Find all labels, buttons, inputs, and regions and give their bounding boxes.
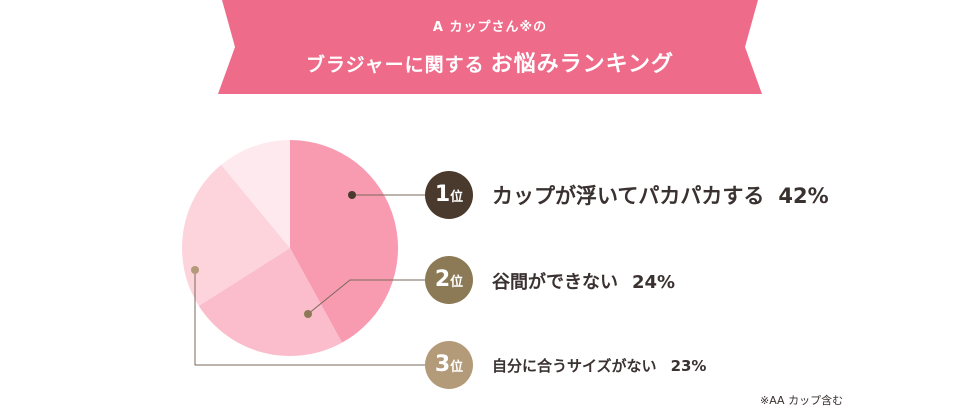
banner-title-main: ブラジャーに関する	[305, 54, 485, 76]
rank-label-2: 谷間ができない 24%	[492, 268, 675, 294]
leader-lines	[194, 194, 425, 366]
rank-percent: 24%	[632, 272, 676, 293]
pie-slices	[182, 140, 398, 356]
rank-badge-2: 2位	[425, 256, 473, 304]
rank-badge-3: 3位	[425, 341, 473, 389]
rank-label-text: カップが浮いてパカパカする	[492, 184, 765, 208]
banner-title-emphasis: お悩みランキング	[490, 52, 674, 77]
rank-label-3: 自分に合うサイズがない 23%	[492, 355, 706, 376]
pie-slice-3	[182, 164, 290, 306]
rank-label-1: カップが浮いてパカパカする 42%	[492, 180, 829, 210]
rank-percent: 23%	[670, 357, 707, 375]
pie-slice-2	[198, 248, 343, 356]
banner-subtitle: A カップさん※の	[432, 20, 548, 35]
leader-dot-1	[348, 191, 356, 199]
leader-line-2	[307, 279, 425, 315]
leader-dot-2	[304, 310, 312, 318]
banner-title: ブラジャーに関する お悩みランキング	[0, 46, 980, 78]
rank-suffix: 位	[450, 360, 464, 375]
leader-line-3	[194, 270, 425, 366]
pie-slice-1	[290, 140, 398, 343]
footnote: ※AA カップ含む	[760, 394, 844, 407]
rank-suffix: 位	[450, 190, 464, 205]
leader-dots	[191, 191, 356, 318]
pie-slice-4	[221, 140, 290, 248]
title-banner	[218, 0, 762, 94]
banner-ribbon	[218, 0, 762, 94]
rank-number: 1	[434, 182, 451, 207]
rank-label-text: 自分に合うサイズがない	[492, 357, 657, 375]
rank-number: 2	[434, 267, 451, 292]
rank-label-text: 谷間ができない	[492, 272, 618, 293]
rank-badge-1: 1位	[425, 171, 473, 219]
rank-percent: 42%	[778, 184, 829, 208]
leader-dot-3	[191, 266, 199, 274]
rank-number: 3	[434, 352, 451, 377]
rank-suffix: 位	[450, 275, 464, 290]
